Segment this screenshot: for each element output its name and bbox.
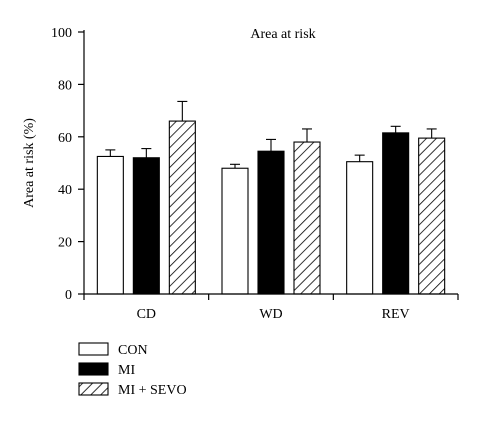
legend-swatch [78,382,109,396]
y-tick-label: 40 [58,183,72,198]
y-tick-label: 80 [58,78,72,93]
bar [96,155,124,295]
x-axis-ticks: CD WD REV [83,294,459,322]
x-tick-label: WD [259,307,282,322]
legend-label: CON [118,343,148,358]
legend-label: MI + SEVO [118,383,187,398]
y-tick-label: 20 [58,236,72,251]
bars-group [96,100,446,295]
y-tick-label: 0 [65,288,72,303]
y-axis-label: Area at risk (%) [22,118,37,208]
y-tick-label: 60 [58,131,72,146]
bar [346,161,374,295]
legend-swatch [78,362,109,376]
legend-label: MI [118,363,135,378]
legend-swatch [78,342,109,356]
y-tick-label: 100 [51,26,72,41]
bar [221,167,249,295]
bar [382,132,410,295]
bar [418,137,446,295]
x-tick-label: CD [137,307,156,322]
bar [293,141,321,295]
bar [257,150,285,295]
bar [168,120,196,295]
legend: CON MI MI + SEVO [78,342,187,398]
y-axis-ticks: 0 20 40 60 80 100 [51,26,84,303]
bar [132,157,160,295]
x-tick-label: REV [382,307,410,322]
chart-title: Area at risk [250,27,315,42]
